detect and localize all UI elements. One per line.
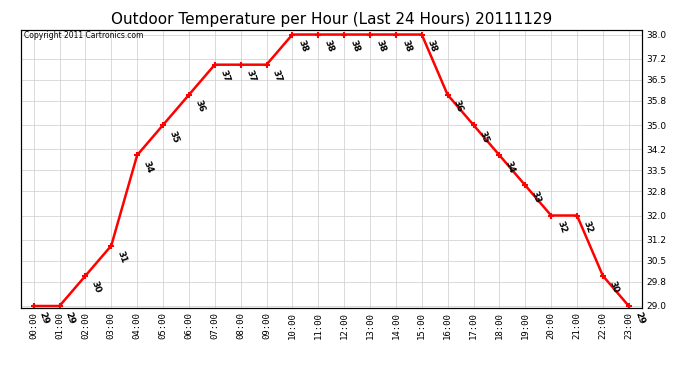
Text: 38: 38 xyxy=(426,39,439,54)
Text: 34: 34 xyxy=(504,159,516,174)
Text: 35: 35 xyxy=(477,129,491,144)
Text: 38: 38 xyxy=(297,39,309,54)
Text: 32: 32 xyxy=(555,220,568,234)
Text: 30: 30 xyxy=(90,280,102,295)
Text: 29: 29 xyxy=(38,310,50,325)
Text: 29: 29 xyxy=(63,310,77,325)
Text: 37: 37 xyxy=(245,69,257,84)
Text: 38: 38 xyxy=(374,39,387,54)
Text: 29: 29 xyxy=(633,310,646,325)
Text: 38: 38 xyxy=(348,39,361,54)
Text: 38: 38 xyxy=(400,39,413,54)
Text: 37: 37 xyxy=(270,69,284,84)
Text: 32: 32 xyxy=(581,220,594,234)
Text: 38: 38 xyxy=(322,39,335,54)
Text: 33: 33 xyxy=(529,189,542,204)
Text: 37: 37 xyxy=(219,69,232,84)
Text: 31: 31 xyxy=(115,250,128,265)
Text: 35: 35 xyxy=(167,129,180,144)
Title: Outdoor Temperature per Hour (Last 24 Hours) 20111129: Outdoor Temperature per Hour (Last 24 Ho… xyxy=(110,12,552,27)
Text: Copyright 2011 Cartronics.com: Copyright 2011 Cartronics.com xyxy=(23,32,144,40)
Text: 36: 36 xyxy=(193,99,206,114)
Text: 34: 34 xyxy=(141,159,154,174)
Text: 30: 30 xyxy=(607,280,620,295)
Text: 36: 36 xyxy=(452,99,464,114)
